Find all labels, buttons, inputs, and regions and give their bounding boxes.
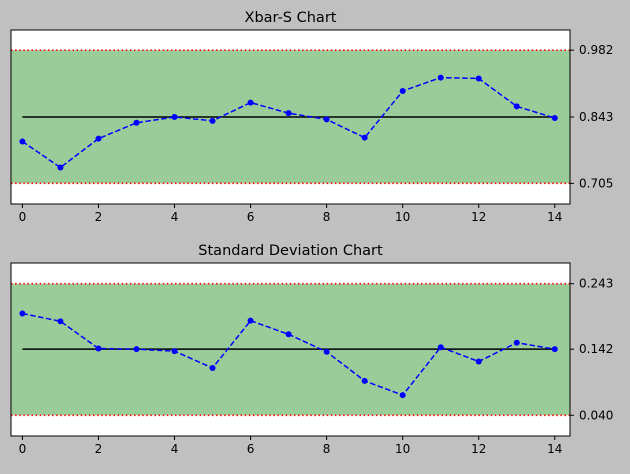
data-point (437, 74, 444, 81)
data-point (399, 392, 406, 399)
xbar-s-chart-panel: 0 2 4 6 8 10 12 14 0.982 0.843 0.705 Xbar-S Chart (10, 10, 613, 224)
data-point (285, 110, 292, 117)
x-tick-label: 12 (471, 442, 486, 456)
x-tick-label: 14 (547, 442, 562, 456)
data-point (133, 119, 140, 126)
data-point (513, 339, 520, 346)
x-tick-label: 10 (395, 210, 410, 224)
x-tick-label: 12 (471, 210, 486, 224)
data-point (133, 346, 140, 353)
data-point (323, 116, 330, 123)
y-tick-label: 0.142 (579, 342, 613, 356)
x-tick-label: 0 (19, 442, 27, 456)
data-point (19, 310, 26, 317)
data-point (57, 318, 64, 325)
data-point (475, 358, 482, 365)
data-point (57, 164, 64, 171)
data-point (399, 88, 406, 95)
y-tick-label: 0.843 (579, 110, 613, 124)
chart-title: Xbar-S Chart (245, 10, 337, 26)
y-tick-label: 0.705 (579, 176, 613, 190)
data-point (551, 114, 558, 121)
data-point (171, 114, 178, 120)
data-point (361, 134, 368, 141)
standard-deviation-chart-panel: 0 2 4 6 8 10 12 14 0.243 0.142 0.040 Standard Devia… (10, 243, 613, 456)
x-tick-label: 0 (19, 210, 27, 224)
data-point (209, 364, 216, 371)
x-tick-label: 14 (547, 210, 562, 224)
data-point (551, 346, 558, 353)
data-point (95, 345, 102, 352)
x-tick-label: 4 (171, 442, 179, 456)
x-tick-label: 4 (171, 210, 179, 224)
x-tick-label: 8 (323, 442, 331, 456)
chart-title: Standard Deviation Chart (198, 243, 383, 259)
y-tick-label: 0.040 (579, 408, 613, 422)
data-point (247, 99, 254, 106)
data-point (285, 331, 292, 338)
x-tick-label: 6 (247, 442, 255, 456)
x-tick-label: 6 (247, 210, 255, 224)
data-point (475, 75, 482, 82)
y-tick-label: 0.243 (579, 277, 613, 291)
x-tick-label: 2 (95, 210, 103, 224)
data-point (19, 138, 26, 145)
x-tick-label: 8 (323, 210, 331, 224)
data-point (323, 348, 330, 355)
data-point (171, 348, 178, 355)
data-point (513, 103, 520, 110)
data-point (247, 317, 254, 324)
x-tick-label: 2 (95, 442, 103, 456)
y-tick-label: 0.982 (579, 43, 613, 57)
data-point (437, 344, 444, 351)
data-point (361, 377, 368, 384)
x-tick-label: 10 (395, 442, 410, 456)
data-point (209, 117, 216, 124)
data-point (95, 135, 102, 142)
